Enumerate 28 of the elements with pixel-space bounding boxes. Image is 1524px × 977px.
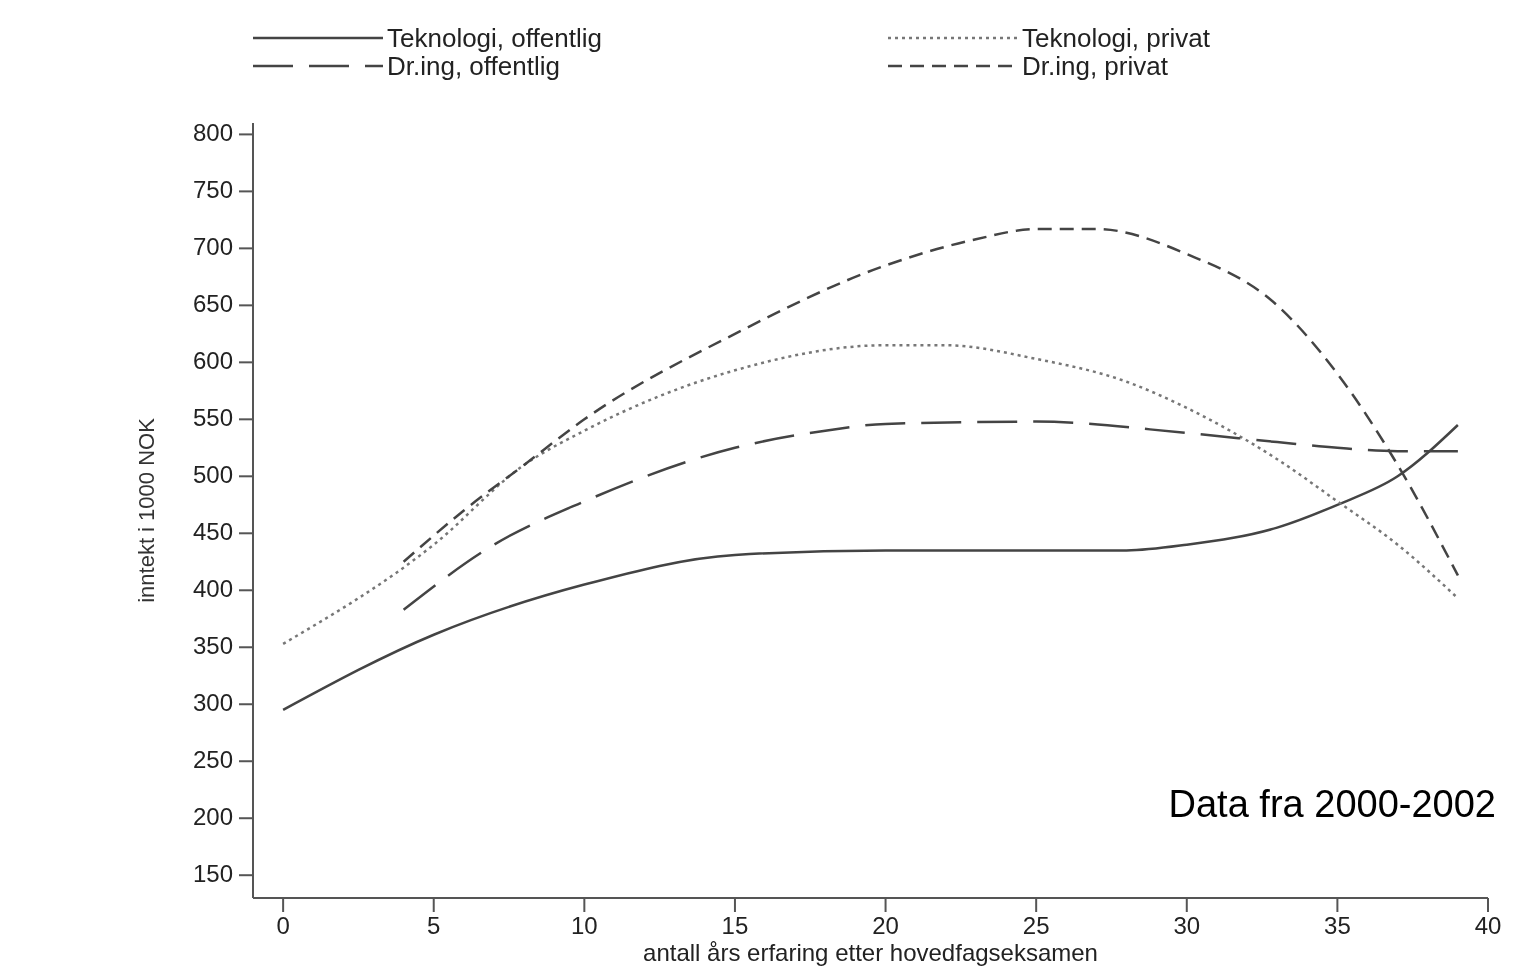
y-tick-label: 400 [192, 574, 233, 602]
y-axis-title: inntekt i 1000 NOK [133, 417, 159, 603]
y-tick-label: 250 [192, 745, 233, 773]
y-tick-label: 450 [192, 517, 233, 545]
y-tick-label: 200 [192, 802, 233, 830]
x-tick-label: 0 [276, 912, 290, 940]
x-axis-title: antall års erfaring etter hovedfagseksamen [643, 939, 1098, 967]
x-tick-label: 25 [1022, 912, 1050, 940]
legend-label: Teknologi, offentlig [387, 22, 602, 53]
x-tick-label: 20 [872, 912, 899, 940]
y-tick-label: 150 [192, 859, 233, 887]
x-tick-label: 10 [570, 912, 598, 940]
annotation: Data fra 2000-2002 [1168, 782, 1496, 825]
y-tick-label: 700 [192, 232, 233, 260]
y-tick-label: 350 [192, 631, 233, 659]
y-tick-label: 650 [192, 289, 233, 317]
x-tick-label: 15 [721, 912, 749, 940]
x-tick-label: 35 [1324, 912, 1351, 940]
x-tick-label: 30 [1173, 912, 1201, 940]
y-tick-label: 750 [192, 175, 233, 203]
x-tick-label: 40 [1474, 912, 1502, 940]
y-tick-label: 300 [192, 688, 233, 716]
y-tick-label: 500 [192, 460, 233, 488]
y-tick-label: 800 [192, 118, 233, 146]
x-tick-label: 5 [427, 912, 441, 940]
y-tick-label: 550 [192, 403, 233, 431]
legend-label: Teknologi, privat [1022, 22, 1211, 53]
y-tick-label: 600 [192, 346, 233, 374]
